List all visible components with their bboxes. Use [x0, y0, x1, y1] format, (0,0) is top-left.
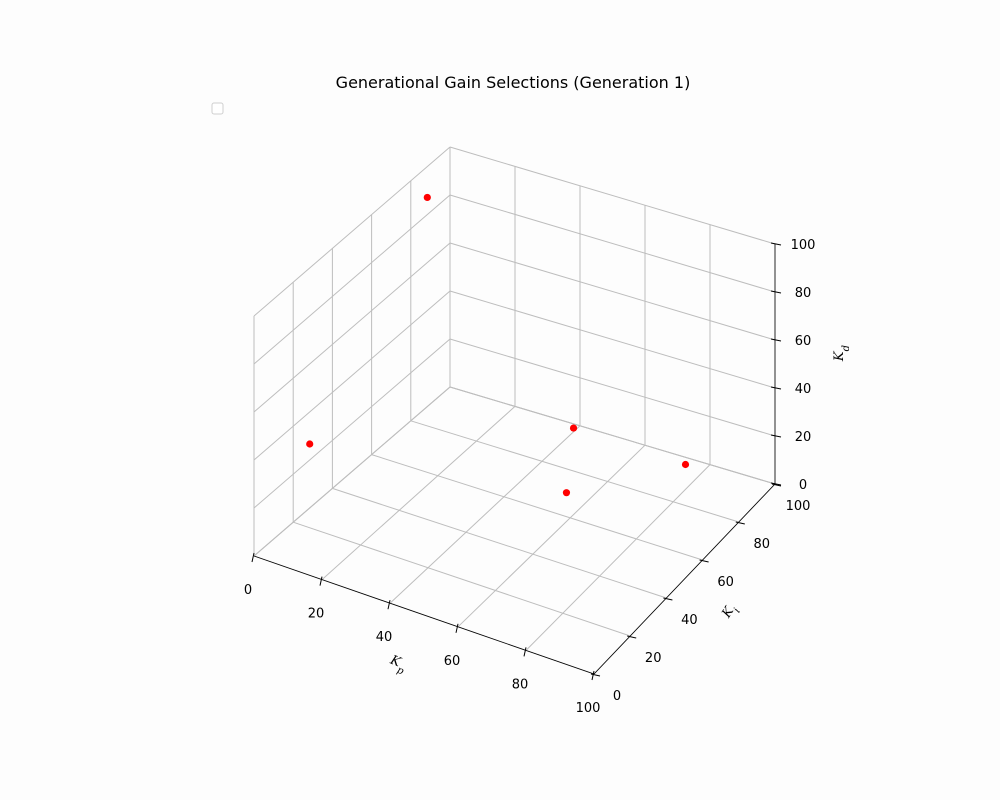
grid-line: [389, 425, 581, 604]
x-tick-label: 20: [308, 607, 325, 622]
z-tick-mark: [770, 482, 782, 486]
y-tick-mark: [590, 673, 601, 677]
data-point[interactable]: [569, 424, 578, 432]
x-tick-label: 40: [376, 630, 393, 645]
z-tick-label: 100: [791, 238, 816, 253]
data-point[interactable]: [423, 193, 431, 202]
grid-line: [371, 454, 703, 561]
y-tick-label: 40: [681, 613, 698, 628]
z-tick-label: 0: [799, 478, 807, 493]
grid-line: [253, 194, 451, 365]
z-tick-mark: [770, 386, 782, 390]
grid-line: [449, 338, 776, 437]
x-tick-mark: [455, 623, 459, 633]
x-tick-label: 60: [444, 654, 461, 669]
grid-line: [253, 146, 451, 317]
data-point[interactable]: [681, 460, 690, 469]
chart-title: Generational Gain Selections (Generation…: [336, 73, 691, 92]
grid-line: [293, 521, 631, 637]
x-tick-label: 0: [244, 583, 252, 598]
grid-line: [449, 146, 776, 245]
z-tick-label: 40: [795, 382, 812, 397]
grid-line: [321, 406, 516, 580]
tick-labels: 0 20 40 60 80 100 0 20 40 60 80 100 0 20 40 60 80 100: [244, 238, 816, 716]
grid-line: [253, 242, 451, 413]
y-axis-line: [593, 483, 776, 675]
y-tick-mark: [699, 559, 709, 563]
z-tick-mark: [770, 434, 782, 438]
z-tick-label: 80: [795, 286, 812, 301]
z-tick-mark: [770, 242, 782, 246]
y-tick-mark: [771, 483, 782, 487]
grid-line: [457, 444, 646, 628]
z-tick-label: 60: [795, 334, 812, 349]
grid-line: [253, 338, 451, 509]
grid-line: [449, 194, 776, 293]
axes: [251, 242, 782, 681]
grid-line: [449, 386, 776, 485]
grid-line: [449, 242, 776, 341]
grid-line: [525, 464, 711, 651]
x-tick-mark: [251, 552, 255, 563]
x-tick-mark: [387, 600, 391, 610]
y-tick-label: 0: [613, 689, 621, 704]
data-point[interactable]: [306, 440, 314, 448]
x-tick-mark: [319, 576, 323, 586]
z-tick-mark: [770, 290, 782, 294]
x-tick-mark: [523, 647, 527, 657]
y-tick-label: 100: [786, 499, 811, 514]
y-tick-mark: [627, 635, 637, 639]
x-tick-mark: [591, 670, 595, 681]
grid-line: [332, 487, 667, 599]
z-tick-mark: [770, 338, 782, 342]
y-tick-label: 80: [754, 537, 771, 552]
y-tick-mark: [735, 521, 745, 525]
x-tick-label: 100: [576, 701, 601, 716]
y-tick-label: 20: [645, 651, 662, 666]
y-tick-label: 60: [717, 575, 734, 590]
y-tick-mark: [663, 597, 673, 601]
data-point[interactable]: [562, 489, 571, 497]
grid-line: [253, 290, 451, 461]
grid-line: [253, 386, 451, 557]
x-axis-line: [253, 555, 595, 675]
grid-line: [449, 290, 776, 389]
data-points: [306, 193, 690, 497]
legend-box[interactable]: [211, 102, 224, 115]
grid-line: [410, 420, 739, 523]
z-tick-label: 20: [795, 430, 812, 445]
x-tick-label: 80: [512, 677, 529, 692]
